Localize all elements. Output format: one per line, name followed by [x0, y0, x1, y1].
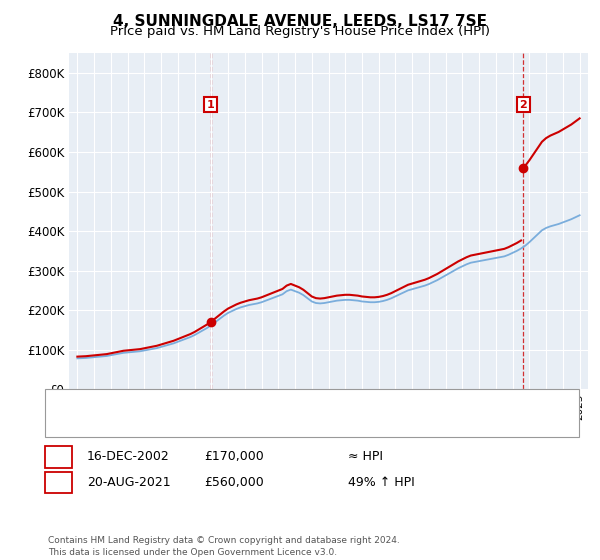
Text: ≈ HPI: ≈ HPI — [348, 450, 383, 464]
Text: 16-DEC-2002: 16-DEC-2002 — [87, 450, 170, 464]
Text: £170,000: £170,000 — [204, 450, 264, 464]
Text: 1: 1 — [54, 450, 63, 464]
Text: 2: 2 — [520, 100, 527, 110]
Text: Contains HM Land Registry data © Crown copyright and database right 2024.
This d: Contains HM Land Registry data © Crown c… — [48, 536, 400, 557]
Text: 2: 2 — [54, 475, 63, 489]
Text: Price paid vs. HM Land Registry's House Price Index (HPI): Price paid vs. HM Land Registry's House … — [110, 25, 490, 38]
Text: HPI: Average price, detached house, Leeds: HPI: Average price, detached house, Leed… — [93, 417, 332, 427]
Text: 4, SUNNINGDALE AVENUE, LEEDS, LS17 7SE: 4, SUNNINGDALE AVENUE, LEEDS, LS17 7SE — [113, 14, 487, 29]
Text: 1: 1 — [207, 100, 215, 110]
Text: 20-AUG-2021: 20-AUG-2021 — [87, 475, 170, 489]
Text: 4, SUNNINGDALE AVENUE, LEEDS, LS17 7SE (detached house): 4, SUNNINGDALE AVENUE, LEEDS, LS17 7SE (… — [93, 400, 441, 409]
Text: £560,000: £560,000 — [204, 475, 264, 489]
Text: 49% ↑ HPI: 49% ↑ HPI — [348, 475, 415, 489]
